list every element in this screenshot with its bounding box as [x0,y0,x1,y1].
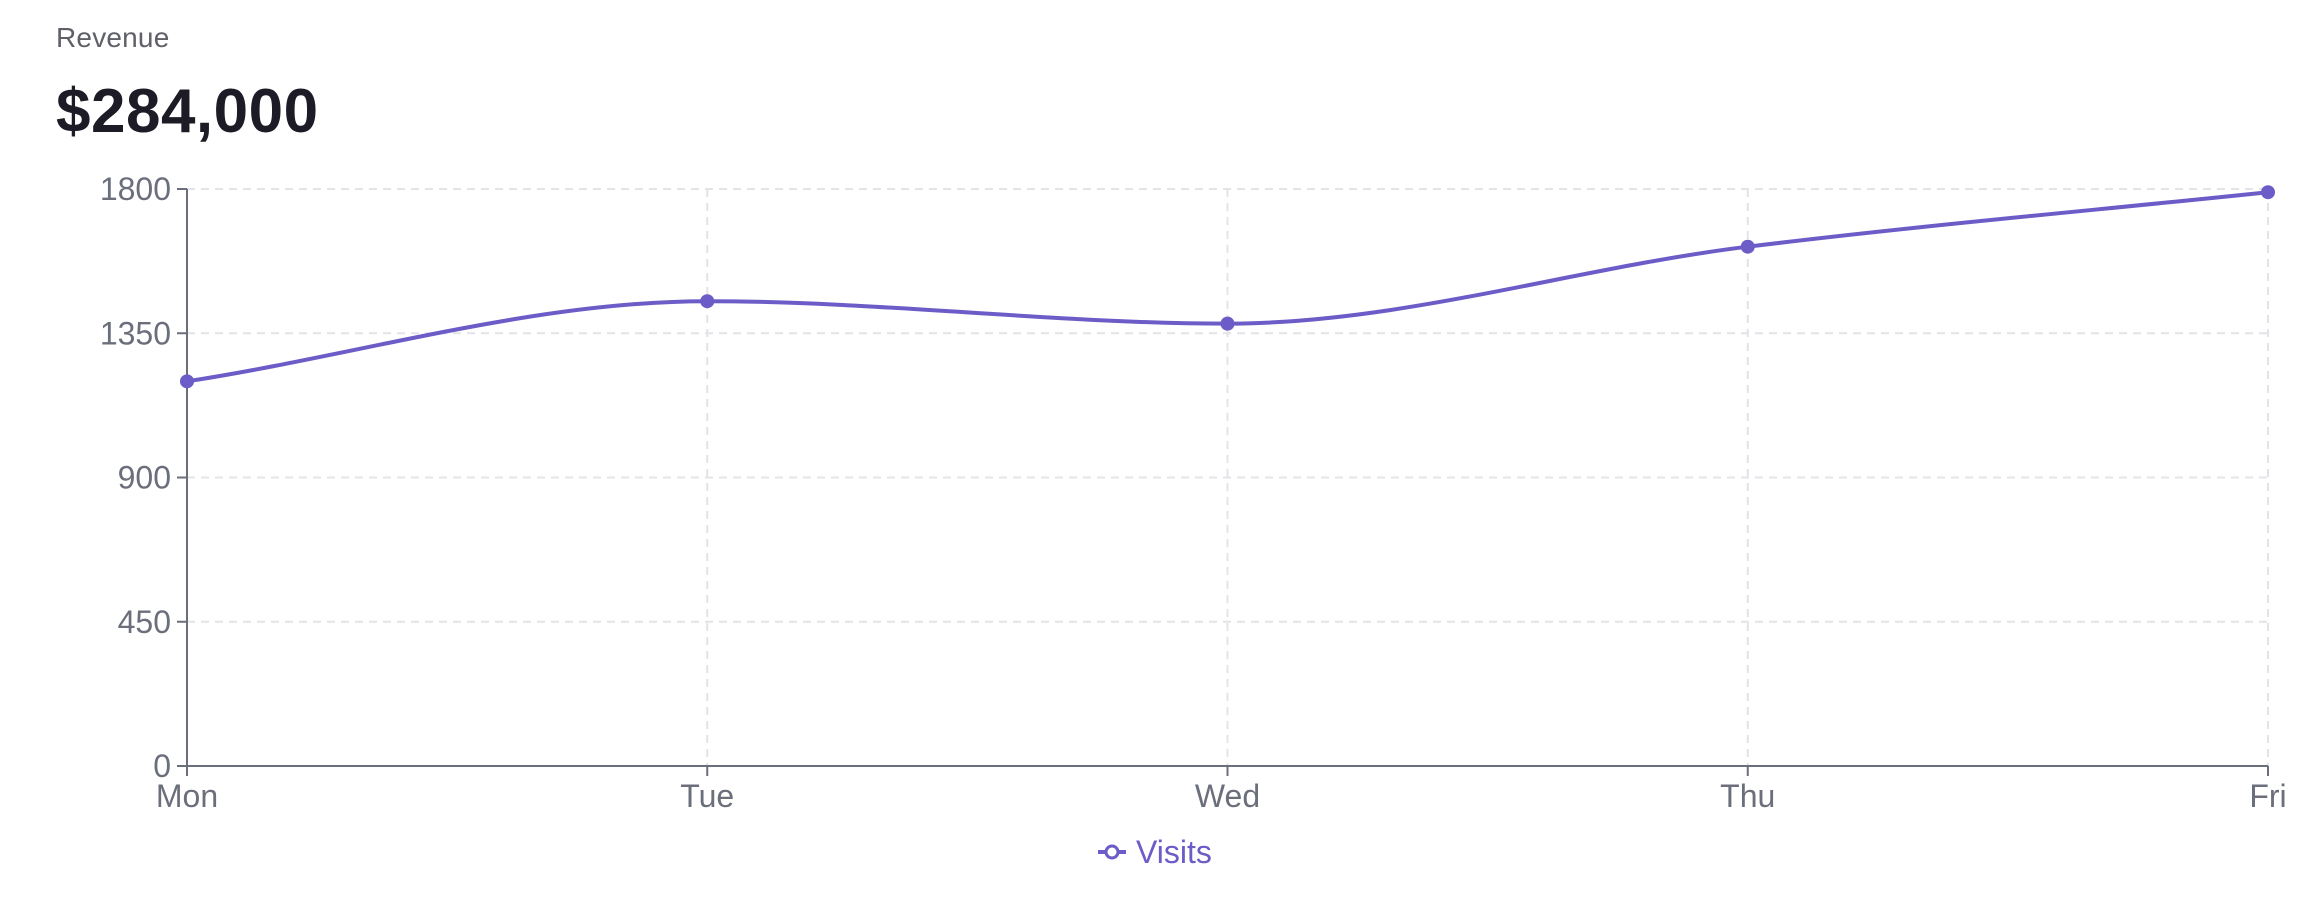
x-tick-label: Mon [156,778,218,814]
legend[interactable]: Visits [1098,834,1212,870]
data-point[interactable] [2261,185,2275,200]
y-tick-label: 450 [118,604,171,640]
grid-lines [187,188,2269,766]
legend-label: Visits [1136,834,1212,870]
legend-marker-icon [1104,844,1120,860]
y-tick-label: 900 [118,460,171,496]
series-layer [180,185,2275,389]
card-value: $284,000 [56,77,319,146]
card-label: Revenue [56,22,170,53]
x-tick-label: Wed [1195,778,1260,814]
x-tick-label: Fri [2249,778,2286,814]
data-point[interactable] [180,374,194,389]
data-point[interactable] [700,294,715,309]
x-axis-ticks: Mon Tue Wed Thu Fri [156,766,2287,814]
y-axis-ticks: 0 450 900 1350 1800 [100,171,187,784]
data-point[interactable] [1220,316,1235,331]
y-tick-label: 0 [153,748,171,784]
y-tick-label: 1800 [100,171,171,207]
data-point[interactable] [1740,239,1755,254]
x-tick-label: Thu [1720,778,1775,814]
y-tick-label: 1350 [100,315,171,351]
x-tick-label: Tue [680,778,734,814]
